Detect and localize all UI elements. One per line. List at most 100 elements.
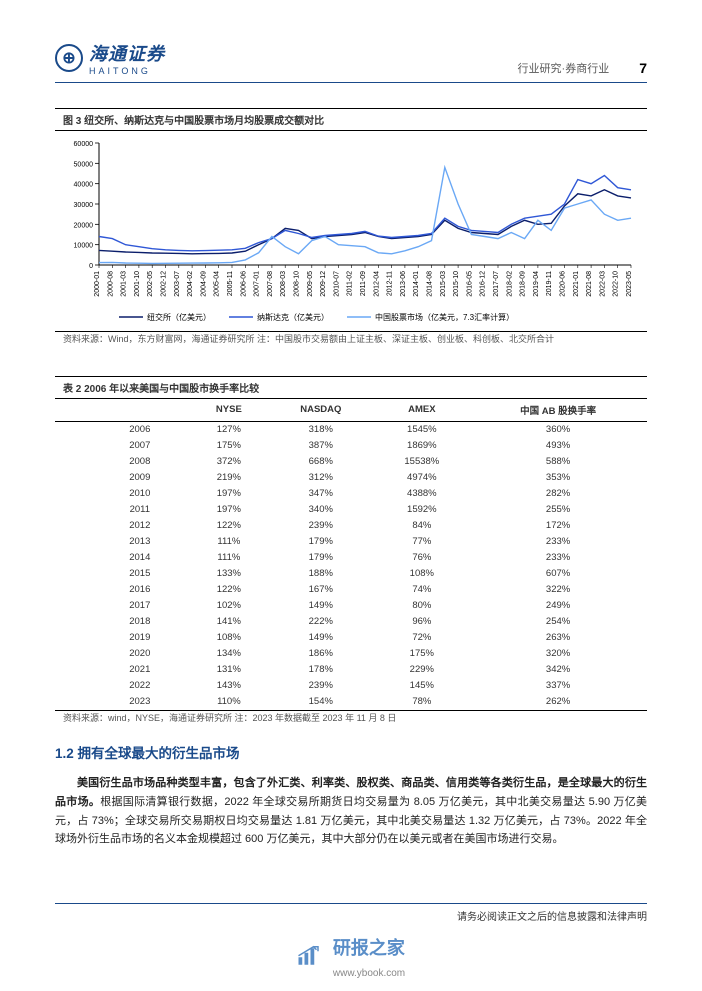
svg-text:纽交所（亿美元）: 纽交所（亿美元） [147,312,211,322]
svg-text:2011-02: 2011-02 [347,271,354,296]
table-row: 2011197%340%1592%255% [55,502,647,518]
svg-text:2007-08: 2007-08 [267,271,274,297]
table-cell: 2006 [55,421,191,438]
table-cell: 133% [191,566,268,582]
logo: ⊕ 海通证券 HAITONG [55,40,165,76]
table-cell: 312% [267,470,374,486]
svg-text:2014-01: 2014-01 [413,271,420,297]
table-cell: 122% [191,518,268,534]
svg-text:2005-11: 2005-11 [227,271,234,296]
svg-text:2019-04: 2019-04 [533,271,540,297]
table-cell: 186% [267,646,374,662]
table-cell: 588% [469,454,647,470]
table-row: 2015133%188%108%607% [55,566,647,582]
table-cell: 229% [375,662,470,678]
table-cell: 108% [191,630,268,646]
header-category: 行业研究·券商行业 [518,60,610,76]
table-cell: 175% [191,438,268,454]
svg-text:中国股票市场（亿美元，7.3汇率计算）: 中国股票市场（亿美元，7.3汇率计算） [375,312,514,322]
table-cell: 110% [191,694,268,710]
svg-text:2016-05: 2016-05 [466,271,473,297]
table-row: 2013111%179%77%233% [55,534,647,550]
svg-text:2009-12: 2009-12 [320,271,327,297]
table-cell: 111% [191,534,268,550]
watermark-icon [297,943,327,972]
table2-title: 表 2 2006 年以来美国与中国股市换手率比较 [55,376,647,399]
table-cell: 141% [191,614,268,630]
table-cell: 2021 [55,662,191,678]
table-cell: 2012 [55,518,191,534]
table-cell: 360% [469,421,647,438]
table-cell: 179% [267,534,374,550]
chart3-title: 图 3 纽交所、纳斯达克与中国股票市场月均股票成交额对比 [55,108,647,131]
svg-text:30000: 30000 [74,202,94,209]
table-cell: 372% [191,454,268,470]
table-cell: 175% [375,646,470,662]
table-cell: 178% [267,662,374,678]
table-cell: 145% [375,678,470,694]
svg-text:2015-10: 2015-10 [453,271,460,297]
svg-text:2020-06: 2020-06 [560,271,567,297]
table-header-cell: NYSE [191,399,268,422]
svg-text:2022-03: 2022-03 [599,271,606,297]
svg-text:2003-07: 2003-07 [174,271,181,297]
table-cell: 197% [191,486,268,502]
table-cell: 2010 [55,486,191,502]
table-cell: 15538% [375,454,470,470]
svg-text:2001-10: 2001-10 [134,271,141,297]
table-cell: 668% [267,454,374,470]
svg-text:2000-01: 2000-01 [94,271,101,297]
table-row: 2012122%239%84%172% [55,518,647,534]
table-cell: 262% [469,694,647,710]
svg-text:60000: 60000 [74,141,94,148]
table-cell: 2022 [55,678,191,694]
table-row: 2006127%318%1545%360% [55,421,647,438]
table-cell: 2014 [55,550,191,566]
svg-text:2012-04: 2012-04 [373,271,380,297]
svg-text:2022-10: 2022-10 [613,271,620,297]
table-cell: 2015 [55,566,191,582]
table-row: 2009219%312%4974%353% [55,470,647,486]
svg-text:2009-05: 2009-05 [307,271,314,297]
svg-text:2005-04: 2005-04 [214,271,221,297]
table-row: 2010197%347%4388%282% [55,486,647,502]
table-header-cell: 中国 AB 股换手率 [469,399,647,422]
table-cell: 131% [191,662,268,678]
table-cell: 249% [469,598,647,614]
svg-text:2002-05: 2002-05 [147,271,154,297]
table-cell: 2009 [55,470,191,486]
table-cell: 167% [267,582,374,598]
svg-text:2019-11: 2019-11 [546,271,553,296]
table-cell: 84% [375,518,470,534]
svg-text:2023-05: 2023-05 [626,271,633,297]
table-row: 2016122%167%74%322% [55,582,647,598]
chart3-container: 01000020000300004000050000600002000-0120… [55,137,647,327]
svg-text:纳斯达克（亿美元）: 纳斯达克（亿美元） [257,312,329,322]
table-cell: 318% [267,421,374,438]
table-cell: 493% [469,438,647,454]
svg-text:20000: 20000 [74,222,94,229]
paragraph-rest: 根据国际清算银行数据，2022 年全球交易所期货日均交易量为 8.05 万亿美元… [55,796,647,845]
table-cell: 149% [267,598,374,614]
table-row: 2017102%149%80%249% [55,598,647,614]
table-cell: 347% [267,486,374,502]
svg-text:2018-09: 2018-09 [520,271,527,297]
svg-text:2011-09: 2011-09 [360,271,367,296]
svg-text:2008-10: 2008-10 [294,271,301,297]
svg-text:2004-09: 2004-09 [200,271,207,297]
svg-text:2015-03: 2015-03 [440,271,447,297]
page-header: ⊕ 海通证券 HAITONG 行业研究·券商行业 7 [55,40,647,83]
section-heading: 1.2 拥有全球最大的衍生品市场 [55,742,647,762]
table-cell: 76% [375,550,470,566]
table-cell: 2008 [55,454,191,470]
svg-text:50000: 50000 [74,161,94,168]
svg-text:2010-07: 2010-07 [333,271,340,297]
table-cell: 143% [191,678,268,694]
table-cell: 197% [191,502,268,518]
table-row: 2007175%387%1869%493% [55,438,647,454]
table-row: 2023110%154%78%262% [55,694,647,710]
table-cell: 2013 [55,534,191,550]
table-row: 2019108%149%72%263% [55,630,647,646]
table-row: 2018141%222%96%254% [55,614,647,630]
table-cell: 337% [469,678,647,694]
